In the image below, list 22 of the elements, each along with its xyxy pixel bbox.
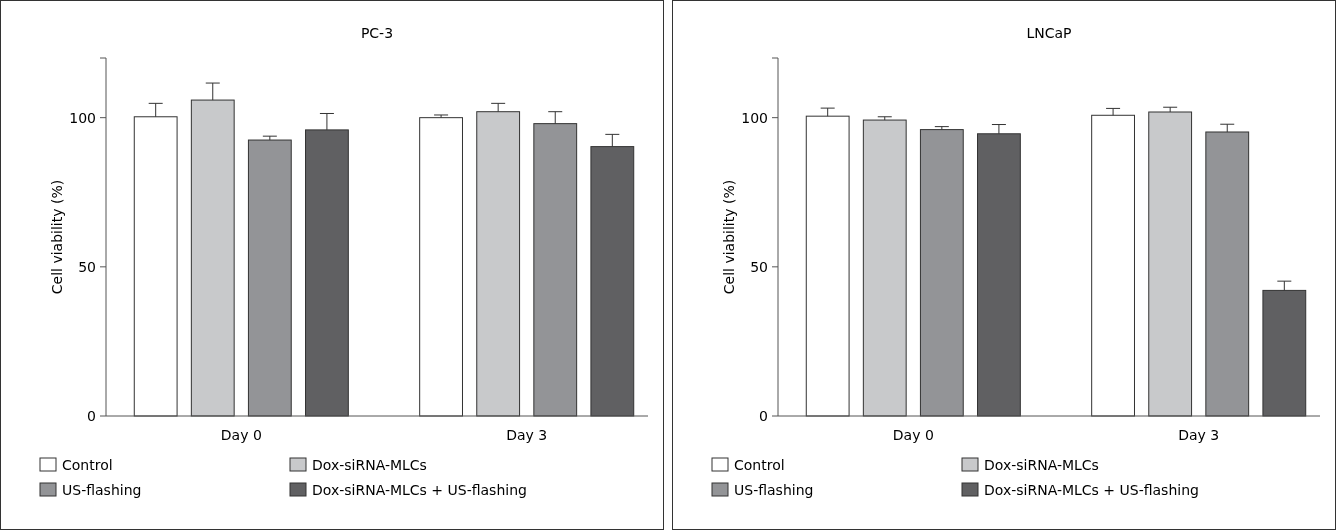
- chart-title: PC-3: [360, 25, 394, 41]
- legend-label: Dox-siRNA-MLCs + US-flashing: [984, 481, 1199, 498]
- y-tick-label: 100: [741, 109, 768, 126]
- legend-label: Control: [734, 456, 785, 473]
- x-tick-label: Day 3: [506, 427, 548, 443]
- y-tick-label: 50: [78, 258, 96, 275]
- legend-label: Dox-siRNA-MLCs + US-flashing: [312, 481, 527, 498]
- legend-label: Dox-siRNA-MLCs: [984, 456, 1099, 473]
- x-tick-label: Day 0: [892, 427, 934, 443]
- legend-label: Dox-siRNA-MLCs: [312, 456, 427, 473]
- y-tick-label: 100: [69, 109, 96, 126]
- x-tick-label: Day 0: [220, 427, 262, 443]
- y-tick-label: 0: [87, 407, 96, 424]
- y-axis-title: Cell viability (%): [721, 179, 737, 295]
- y-axis-title: Cell viability (%): [49, 179, 65, 295]
- legend-label: US-flashing: [734, 481, 814, 498]
- chart-title: LNCaP: [1026, 25, 1072, 41]
- legend-label: US-flashing: [62, 481, 142, 498]
- x-tick-label: Day 3: [1178, 427, 1220, 443]
- y-tick-label: 50: [750, 258, 768, 275]
- legend-label: Control: [62, 456, 113, 473]
- y-tick-label: 0: [759, 407, 768, 424]
